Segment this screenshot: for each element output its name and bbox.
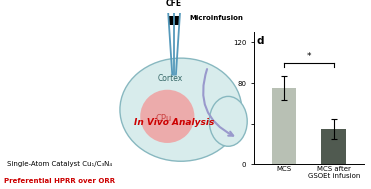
Ellipse shape <box>209 96 247 146</box>
Text: Cortex: Cortex <box>157 74 183 83</box>
Bar <box>169 16 180 25</box>
Bar <box>272 88 296 164</box>
Ellipse shape <box>140 90 194 143</box>
Bar <box>321 129 346 164</box>
Text: In Vivo Analysis: In Vivo Analysis <box>134 118 214 127</box>
Text: Preferential HPRR over ORR: Preferential HPRR over ORR <box>4 178 115 184</box>
Ellipse shape <box>120 58 242 161</box>
Y-axis label: H₂O₂ / μM: H₂O₂ / μM <box>223 80 232 117</box>
Text: CPu: CPu <box>155 114 171 122</box>
Text: Microinfusion: Microinfusion <box>189 15 243 21</box>
Text: d: d <box>257 36 264 46</box>
Text: Single-Atom Catalyst Cu₁/C₃N₄: Single-Atom Catalyst Cu₁/C₃N₄ <box>7 161 112 167</box>
Text: CFE: CFE <box>166 0 182 8</box>
Text: *: * <box>306 52 311 61</box>
